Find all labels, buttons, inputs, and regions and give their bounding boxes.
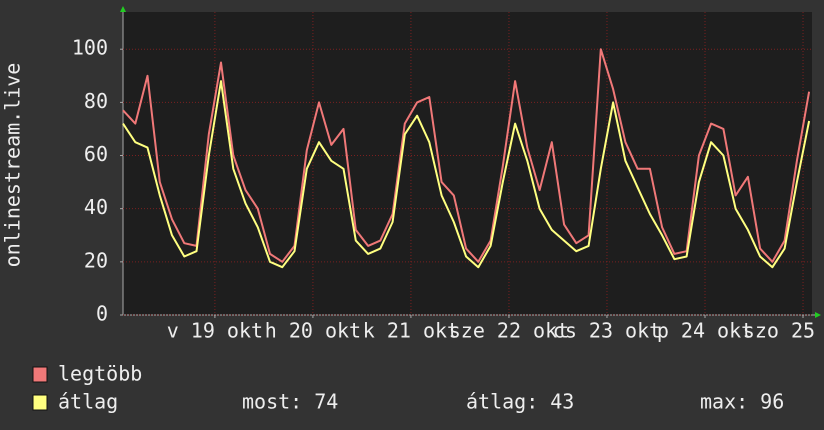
stat-value: 74 [314, 390, 338, 414]
x-tick-label: k 21 okt [363, 319, 459, 343]
x-tick-label: sze 22 okt [449, 319, 569, 343]
y-axis-label: onlinestream.live [1, 63, 25, 268]
x-axis-arrow [815, 312, 821, 318]
y-tick-label: 40 [84, 195, 108, 219]
x-tick-label: v 19 okt [167, 319, 263, 343]
y-tick-label: 80 [84, 89, 108, 113]
stat-label: átlag: [466, 390, 538, 414]
legend-swatch [32, 366, 48, 383]
x-tick-label: szo 25 okt [743, 319, 824, 343]
stat-value: 43 [550, 390, 574, 414]
series-line [122, 80, 811, 269]
x-tick-label: cs 23 okt [553, 319, 661, 343]
y-tick-label: 100 [72, 36, 108, 60]
stat-value: 96 [760, 390, 784, 414]
legend-label: legtöbb [58, 362, 142, 386]
legend-swatch [32, 394, 48, 411]
stat-label: max: [700, 390, 748, 414]
x-tick-label: h 20 okt [265, 319, 361, 343]
y-axis-arrow [120, 6, 126, 12]
x-tick-label: p 24 okt [657, 319, 753, 343]
y-tick-label: 60 [84, 142, 108, 166]
y-tick-label: 0 [96, 302, 108, 326]
plot-area [123, 12, 812, 315]
stat-label: most: [242, 390, 302, 414]
y-tick-label: 20 [84, 248, 108, 272]
series-line [122, 48, 811, 263]
legend-label: átlag [58, 390, 118, 414]
